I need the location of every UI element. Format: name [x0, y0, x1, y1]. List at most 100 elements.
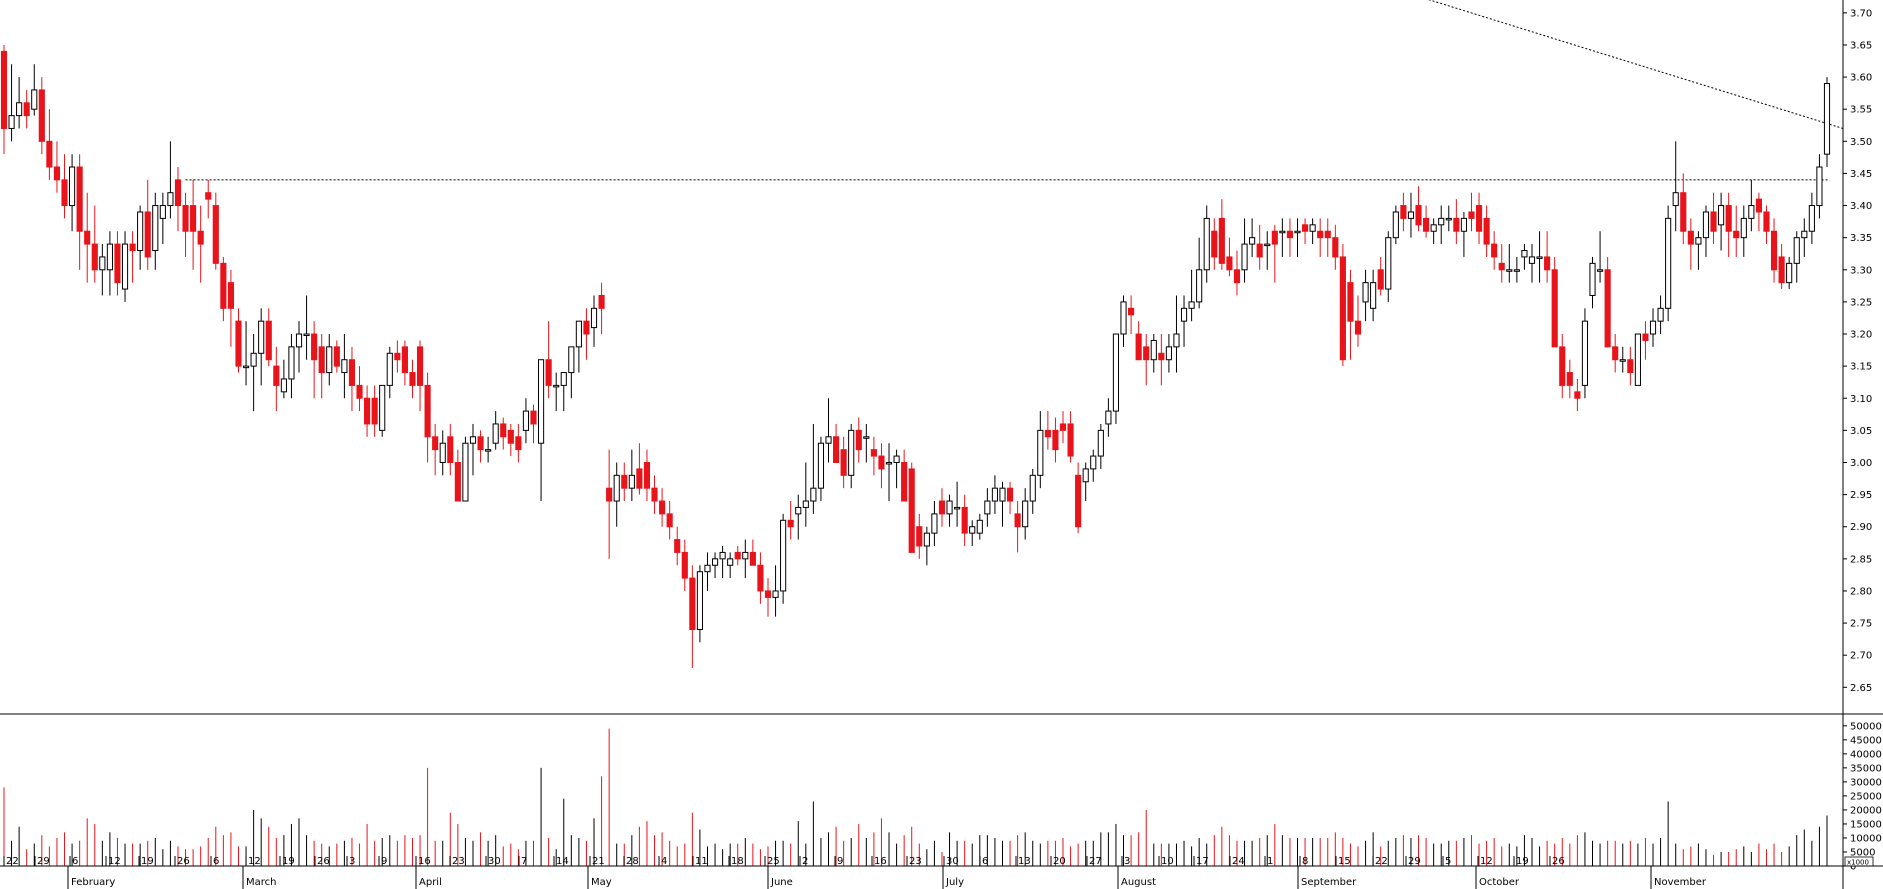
candle-body [137, 211, 144, 252]
candle [1725, 192, 1732, 257]
candle [371, 385, 378, 437]
candle-body [643, 461, 651, 489]
week-tick-label: 24 [1232, 856, 1245, 867]
candle-body [1823, 83, 1831, 155]
candle-body [356, 384, 363, 399]
candle-body [613, 474, 620, 502]
candle-body [1612, 346, 1619, 361]
candle [923, 526, 930, 566]
candle-body [719, 551, 726, 560]
candle [885, 443, 893, 502]
candle [114, 231, 121, 296]
candle [1370, 269, 1377, 322]
candle [38, 77, 45, 155]
week-tick-label: 1 [1267, 856, 1273, 867]
candle-body [1559, 346, 1566, 386]
price-tick-label: 3.40 [1850, 201, 1872, 212]
candle [1385, 231, 1392, 302]
week-tick-label: 26 [1552, 856, 1565, 867]
volume-tick-label: 40000 [1850, 749, 1882, 760]
candle-body [250, 352, 257, 367]
candle-body [1271, 230, 1278, 245]
volume-tick-label: 30000 [1850, 777, 1882, 788]
week-tick-label: 12 [108, 856, 121, 867]
price-tick-label: 2.95 [1850, 490, 1872, 501]
candle [1097, 423, 1104, 469]
price-tick-label: 3.15 [1850, 362, 1872, 373]
candle-body [462, 442, 469, 502]
candle-body [333, 346, 340, 367]
candle [1075, 462, 1082, 534]
candle [212, 192, 219, 270]
candle [1423, 205, 1430, 238]
candle [295, 321, 303, 373]
volume-tick-label: 35000 [1850, 763, 1882, 774]
week-tick-label: 2 [802, 856, 808, 867]
candle-body [220, 262, 227, 309]
candle-body [76, 166, 83, 232]
candle-body [666, 513, 673, 528]
month-label: July [945, 877, 964, 888]
candle [643, 449, 651, 502]
candle-body [1718, 205, 1725, 226]
candle-body [1279, 230, 1286, 234]
candle-body [311, 333, 318, 361]
candle [1173, 295, 1180, 373]
candle-body [711, 558, 719, 566]
candle [1642, 321, 1649, 360]
candle-body [537, 359, 545, 444]
candle-body [1332, 237, 1339, 258]
candle-body [1052, 429, 1059, 451]
candle [795, 494, 802, 540]
candle [1627, 346, 1634, 386]
candle [121, 231, 129, 302]
candle-body [780, 519, 787, 592]
candle-body [242, 365, 250, 369]
candle [1521, 244, 1528, 270]
month-label: May [591, 877, 612, 888]
candle [61, 154, 68, 219]
candle [1226, 237, 1233, 277]
candle-body [674, 539, 681, 553]
week-tick-label: 29 [1408, 856, 1421, 867]
week-tick-label: 9 [381, 856, 387, 867]
candle [606, 449, 613, 559]
candle-body [1317, 230, 1324, 239]
week-tick-label: 25 [767, 856, 780, 867]
candle [802, 462, 809, 527]
candle [870, 436, 877, 476]
candle-body [1430, 224, 1437, 232]
candle [1082, 462, 1089, 502]
candle-body [1619, 359, 1626, 362]
candle [182, 192, 189, 257]
month-label: April [419, 877, 442, 888]
candle [1135, 321, 1142, 361]
candle-body [394, 352, 401, 361]
candle [1264, 231, 1271, 270]
candle-body [795, 506, 802, 515]
candle [242, 321, 250, 386]
candle-body [893, 455, 900, 463]
candle-body [1294, 230, 1301, 234]
candle [1748, 179, 1755, 232]
candle [1415, 186, 1422, 232]
candle-body [1059, 423, 1067, 431]
candle-body [1528, 256, 1536, 264]
candle [1733, 205, 1740, 257]
candle-body [205, 192, 212, 200]
price-tick-label: 3.25 [1850, 297, 1872, 308]
candle-body [1551, 269, 1558, 348]
candle [840, 436, 847, 489]
week-tick-label: 21 [592, 856, 605, 867]
candle-body [984, 500, 991, 515]
candle-body [1218, 217, 1225, 264]
week-tick-label: 11 [695, 856, 708, 867]
candle-body [1286, 230, 1294, 239]
candle [1710, 192, 1717, 245]
candle-body [1233, 269, 1241, 284]
candle [764, 578, 772, 617]
candle-body [1695, 237, 1702, 245]
candle-body [1362, 282, 1369, 303]
candle-body [1657, 307, 1664, 322]
candle-body [885, 461, 893, 465]
